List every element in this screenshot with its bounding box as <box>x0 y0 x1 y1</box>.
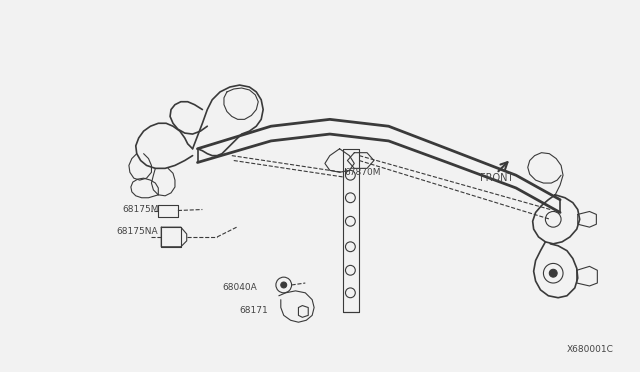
Circle shape <box>281 282 287 288</box>
Text: X680001C: X680001C <box>567 345 614 354</box>
Text: 67870M: 67870M <box>344 169 381 177</box>
Text: 68040A: 68040A <box>222 283 257 292</box>
Text: 68175M: 68175M <box>122 205 159 214</box>
Text: FRONT: FRONT <box>480 173 513 183</box>
Text: 68175NA: 68175NA <box>116 227 158 236</box>
Circle shape <box>549 269 557 277</box>
Text: 68171: 68171 <box>239 305 268 315</box>
